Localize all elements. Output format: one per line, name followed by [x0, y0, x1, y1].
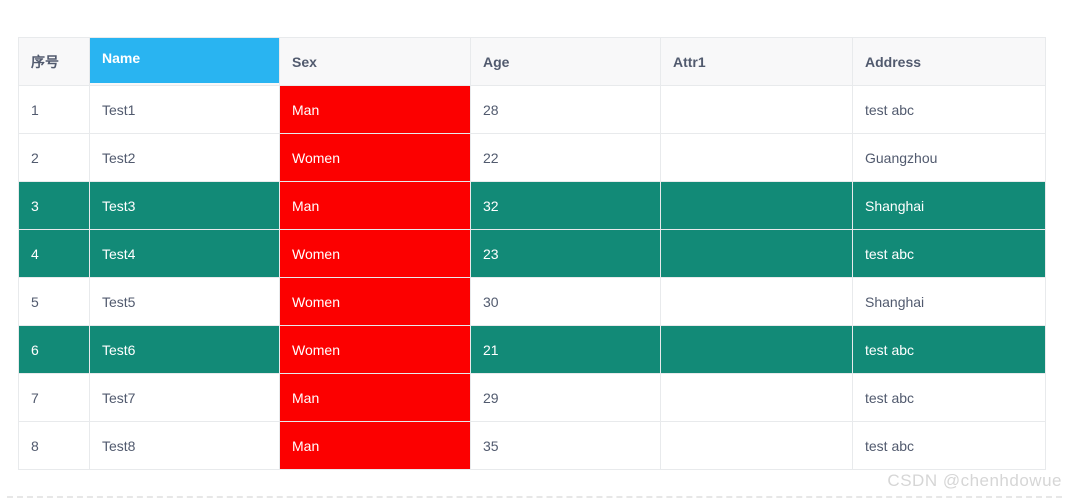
csdn-watermark: CSDN @chenhdowue [887, 471, 1062, 490]
cell-age: 21 [470, 325, 661, 374]
cell-age: 35 [470, 421, 661, 470]
cell-age: 29 [470, 373, 661, 422]
cell-attr1 [660, 325, 853, 374]
cell-index: 6 [18, 325, 90, 374]
cell-attr1 [660, 85, 853, 134]
cell-name: Test5 [89, 277, 280, 326]
cell-sex: Women [279, 325, 471, 374]
cell-index: 7 [18, 373, 90, 422]
cell-sex: Man [279, 421, 471, 470]
cell-address: Guangzhou [852, 133, 1046, 182]
table-row[interactable]: 2 Test2 Women 22 Guangzhou [18, 133, 1046, 182]
table-row-highlighted[interactable]: 6 Test6 Women 21 test abc [18, 325, 1046, 374]
cell-name: Test4 [89, 229, 280, 278]
column-header-attr1: Attr1 [660, 37, 853, 86]
cell-index: 4 [18, 229, 90, 278]
table-row[interactable]: 1 Test1 Man 28 test abc [18, 85, 1046, 134]
table-header: 序号 Name Sex Age Attr1 Address [18, 37, 1046, 86]
cell-address: test abc [852, 325, 1046, 374]
cell-sex: Women [279, 229, 471, 278]
table-body: 1 Test1 Man 28 test abc 2 Test2 Women 22… [18, 85, 1046, 470]
cell-index: 5 [18, 277, 90, 326]
table-row[interactable]: 7 Test7 Man 29 test abc [18, 373, 1046, 422]
cell-sex: Man [279, 181, 471, 230]
table-row[interactable]: 5 Test5 Women 30 Shanghai [18, 277, 1046, 326]
cell-address: test abc [852, 85, 1046, 134]
cell-index: 2 [18, 133, 90, 182]
table-container: 序号 Name Sex Age Attr1 Address 1 Test1 Ma… [18, 37, 1046, 470]
cell-attr1 [660, 133, 853, 182]
table-row[interactable]: 8 Test8 Man 35 test abc [18, 421, 1046, 470]
header-row: 序号 Name Sex Age Attr1 Address [18, 37, 1046, 86]
cell-name: Test7 [89, 373, 280, 422]
cell-name: Test3 [89, 181, 280, 230]
cell-name: Test8 [89, 421, 280, 470]
cell-age: 32 [470, 181, 661, 230]
cell-sex: Man [279, 85, 471, 134]
cell-attr1 [660, 181, 853, 230]
cell-age: 22 [470, 133, 661, 182]
cell-age: 23 [470, 229, 661, 278]
cell-address: test abc [852, 373, 1046, 422]
column-header-address: Address [852, 37, 1046, 86]
cell-index: 3 [18, 181, 90, 230]
cell-age: 28 [470, 85, 661, 134]
cell-address: test abc [852, 229, 1046, 278]
data-table: 序号 Name Sex Age Attr1 Address 1 Test1 Ma… [18, 37, 1046, 470]
cell-name: Test2 [89, 133, 280, 182]
table-row-highlighted[interactable]: 4 Test4 Women 23 test abc [18, 229, 1046, 278]
cell-sex: Man [279, 373, 471, 422]
cell-attr1 [660, 277, 853, 326]
table-row-highlighted[interactable]: 3 Test3 Man 32 Shanghai [18, 181, 1046, 230]
cell-attr1 [660, 421, 853, 470]
cell-attr1 [660, 373, 853, 422]
cell-age: 30 [470, 277, 661, 326]
cell-index: 1 [18, 85, 90, 134]
cell-sex: Women [279, 277, 471, 326]
cell-index: 8 [18, 421, 90, 470]
bottom-dashed-divider [7, 496, 1062, 498]
column-header-name[interactable]: Name [89, 37, 280, 86]
cell-attr1 [660, 229, 853, 278]
cell-name: Test6 [89, 325, 280, 374]
cell-name: Test1 [89, 85, 280, 134]
column-header-sex: Sex [279, 37, 471, 86]
cell-sex: Women [279, 133, 471, 182]
column-header-age: Age [470, 37, 661, 86]
cell-address: Shanghai [852, 181, 1046, 230]
cell-address: Shanghai [852, 277, 1046, 326]
column-header-index: 序号 [18, 37, 90, 86]
cell-address: test abc [852, 421, 1046, 470]
name-header-highlight[interactable]: Name [90, 38, 279, 83]
